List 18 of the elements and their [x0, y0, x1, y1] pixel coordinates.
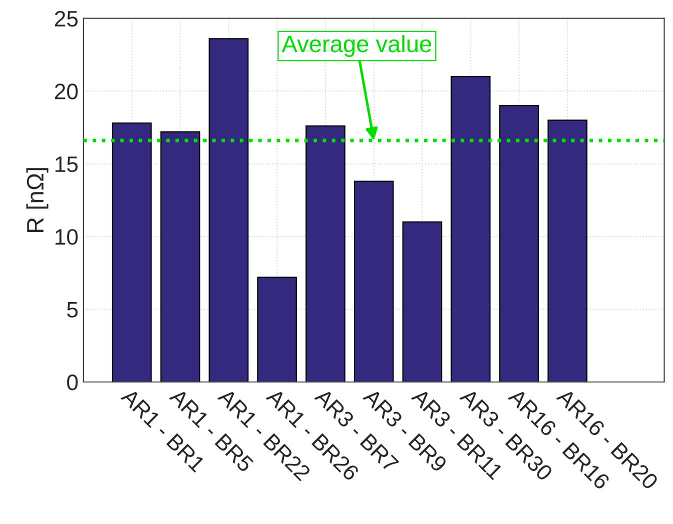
y-tick-label: 15 [56, 156, 78, 172]
bar [160, 131, 200, 382]
bar [450, 76, 491, 382]
y-tick-label: 25 [54, 10, 78, 27]
y-tick-label: 20 [54, 84, 78, 100]
bar [112, 122, 152, 382]
bar [257, 276, 297, 382]
y-tick-label: 0 [67, 374, 78, 390]
bar [499, 105, 539, 382]
bar [402, 221, 442, 382]
bar [208, 38, 249, 382]
y-axis-title: R [nΩ] [26, 168, 48, 232]
bar [354, 180, 394, 382]
y-tick-label: 5 [67, 302, 78, 318]
annotation: Average value [282, 34, 432, 57]
bar [306, 125, 346, 382]
bar [548, 120, 588, 382]
y-tick-label: 10 [56, 229, 78, 245]
